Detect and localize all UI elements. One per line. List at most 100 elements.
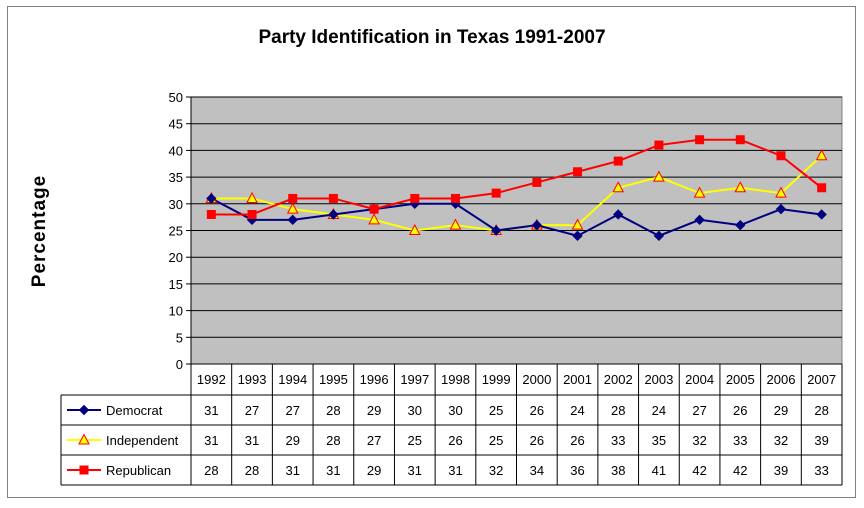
category-label-1998: 1998 — [441, 372, 470, 387]
y-tick-label-25: 25 — [169, 224, 183, 239]
data-point-republican-2000 — [532, 177, 542, 187]
data-label-democrat-2006: 29 — [774, 403, 788, 418]
data-label-independent-1993: 31 — [245, 433, 259, 448]
legend-marker-republican — [79, 465, 89, 475]
data-point-republican-1996 — [369, 204, 379, 214]
data-label-independent-1999: 25 — [489, 433, 503, 448]
y-tick-label-0: 0 — [176, 357, 183, 372]
data-point-democrat-1995 — [328, 209, 339, 220]
data-label-democrat-2003: 24 — [652, 403, 666, 418]
data-point-democrat-2000 — [531, 219, 543, 231]
data-label-republican-2000: 34 — [530, 463, 544, 478]
series-line-republican — [211, 138, 823, 216]
data-label-independent-1995: 28 — [326, 433, 340, 448]
data-label-independent-2004: 32 — [692, 433, 706, 448]
data-point-republican-2002 — [613, 156, 623, 166]
data-point-republican-1999 — [491, 188, 501, 198]
data-label-republican-2003: 41 — [652, 463, 666, 478]
data-point-independent-1997 — [408, 223, 421, 235]
data-label-republican-1995: 31 — [326, 463, 340, 478]
data-point-independent-2004 — [693, 186, 706, 198]
data-point-republican-2005 — [735, 135, 745, 145]
data-label-independent-1994: 29 — [285, 433, 299, 448]
data-label-democrat-1998: 30 — [448, 403, 462, 418]
data-point-republican-2004 — [695, 135, 705, 145]
category-label-1994: 1994 — [278, 372, 307, 387]
category-label-1996: 1996 — [360, 372, 389, 387]
data-label-independent-1997: 25 — [408, 433, 422, 448]
data-point-democrat-2003 — [653, 230, 665, 242]
data-label-independent-1996: 27 — [367, 433, 381, 448]
data-label-republican-1999: 32 — [489, 463, 503, 478]
data-label-democrat-2001: 24 — [570, 403, 584, 418]
data-label-democrat-2007: 28 — [814, 403, 828, 418]
data-point-independent-1994 — [286, 202, 299, 214]
series-line-democrat — [210, 197, 822, 237]
y-tick-label-40: 40 — [169, 143, 183, 158]
data-label-democrat-1997: 30 — [408, 403, 422, 418]
y-tick-label-5: 5 — [176, 330, 183, 345]
data-point-democrat-2007 — [816, 209, 827, 220]
data-label-democrat-2004: 27 — [692, 403, 706, 418]
category-label-1995: 1995 — [319, 372, 348, 387]
y-tick-label-45: 45 — [169, 117, 183, 132]
data-label-democrat-1992: 31 — [204, 403, 218, 418]
y-tick-label-15: 15 — [169, 277, 183, 292]
y-tick-label-50: 50 — [169, 90, 183, 105]
data-label-republican-2006: 39 — [774, 463, 788, 478]
legend-marker-democrat — [78, 404, 90, 416]
legend-label-democrat: Democrat — [106, 403, 163, 418]
data-label-republican-2002: 38 — [611, 463, 625, 478]
data-point-independent-1998 — [449, 218, 462, 230]
data-point-independent-2007 — [815, 149, 828, 161]
data-label-republican-2005: 42 — [733, 463, 747, 478]
y-tick-label-10: 10 — [169, 304, 183, 319]
category-label-2005: 2005 — [726, 372, 755, 387]
data-label-independent-2003: 35 — [652, 433, 666, 448]
category-label-2006: 2006 — [767, 372, 796, 387]
data-label-independent-2002: 33 — [611, 433, 625, 448]
data-label-democrat-1999: 25 — [489, 403, 503, 418]
data-label-republican-1992: 28 — [204, 463, 218, 478]
data-label-democrat-1995: 28 — [326, 403, 340, 418]
data-label-republican-2001: 36 — [570, 463, 584, 478]
data-point-democrat-2004 — [694, 214, 705, 226]
data-label-independent-1998: 26 — [448, 433, 462, 448]
data-label-republican-2004: 42 — [692, 463, 706, 478]
data-point-independent-2001 — [571, 218, 584, 230]
data-point-republican-2007 — [817, 183, 827, 193]
data-label-democrat-2000: 26 — [530, 403, 544, 418]
data-label-republican-1994: 31 — [285, 463, 299, 478]
category-label-2002: 2002 — [604, 372, 633, 387]
data-point-republican-2003 — [654, 140, 664, 150]
data-point-republican-1997 — [410, 193, 420, 203]
data-point-republican-1992 — [206, 209, 216, 219]
data-label-republican-1993: 28 — [245, 463, 259, 478]
category-label-1992: 1992 — [197, 372, 226, 387]
data-label-republican-1998: 31 — [448, 463, 462, 478]
data-point-republican-1998 — [450, 193, 460, 203]
data-label-independent-2007: 39 — [814, 433, 828, 448]
data-point-independent-2005 — [734, 181, 747, 193]
legend-label-independent: Independent — [106, 433, 179, 448]
data-point-republican-2006 — [776, 151, 786, 161]
category-label-2000: 2000 — [522, 372, 551, 387]
data-point-democrat-1994 — [287, 214, 298, 226]
legend-marker-independent — [78, 433, 90, 445]
category-label-2007: 2007 — [807, 372, 836, 387]
data-point-republican-2001 — [573, 167, 583, 177]
data-point-republican-1993 — [247, 209, 257, 219]
data-label-independent-2005: 33 — [733, 433, 747, 448]
data-point-democrat-2002 — [613, 209, 624, 220]
category-label-1999: 1999 — [482, 372, 511, 387]
category-label-1993: 1993 — [238, 372, 267, 387]
data-label-republican-2007: 33 — [814, 463, 828, 478]
data-point-democrat-2006 — [775, 203, 787, 215]
data-label-democrat-2005: 26 — [733, 403, 747, 418]
data-label-democrat-1994: 27 — [285, 403, 299, 418]
legend-label-republican: Republican — [106, 463, 171, 478]
data-label-democrat-2002: 28 — [611, 403, 625, 418]
data-point-independent-2003 — [653, 170, 665, 182]
data-point-democrat-2001 — [572, 230, 583, 242]
